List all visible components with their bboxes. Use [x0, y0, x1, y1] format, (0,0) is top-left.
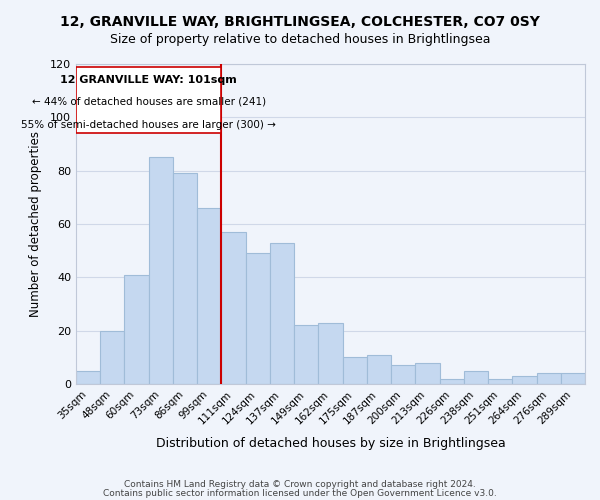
- Y-axis label: Number of detached properties: Number of detached properties: [29, 131, 41, 317]
- Bar: [367, 355, 391, 384]
- Bar: [221, 232, 245, 384]
- Text: 55% of semi-detached houses are larger (300) →: 55% of semi-detached houses are larger (…: [21, 120, 276, 130]
- Bar: [391, 366, 415, 384]
- Bar: [440, 379, 464, 384]
- Bar: [536, 374, 561, 384]
- FancyBboxPatch shape: [76, 66, 221, 134]
- Bar: [270, 243, 294, 384]
- Bar: [124, 275, 149, 384]
- Bar: [197, 208, 221, 384]
- Bar: [173, 174, 197, 384]
- Bar: [512, 376, 536, 384]
- Text: Size of property relative to detached houses in Brightlingsea: Size of property relative to detached ho…: [110, 32, 490, 46]
- Bar: [488, 379, 512, 384]
- Bar: [294, 326, 319, 384]
- Text: ← 44% of detached houses are smaller (241): ← 44% of detached houses are smaller (24…: [32, 96, 266, 106]
- Bar: [415, 363, 440, 384]
- Bar: [343, 358, 367, 384]
- Bar: [464, 371, 488, 384]
- X-axis label: Distribution of detached houses by size in Brightlingsea: Distribution of detached houses by size …: [155, 437, 505, 450]
- Bar: [149, 158, 173, 384]
- Text: 12, GRANVILLE WAY, BRIGHTLINGSEA, COLCHESTER, CO7 0SY: 12, GRANVILLE WAY, BRIGHTLINGSEA, COLCHE…: [60, 15, 540, 29]
- Text: Contains HM Land Registry data © Crown copyright and database right 2024.: Contains HM Land Registry data © Crown c…: [124, 480, 476, 489]
- Bar: [245, 254, 270, 384]
- Bar: [319, 323, 343, 384]
- Bar: [561, 374, 585, 384]
- Text: 12 GRANVILLE WAY: 101sqm: 12 GRANVILLE WAY: 101sqm: [61, 74, 237, 85]
- Bar: [76, 371, 100, 384]
- Text: Contains public sector information licensed under the Open Government Licence v3: Contains public sector information licen…: [103, 488, 497, 498]
- Bar: [100, 331, 124, 384]
